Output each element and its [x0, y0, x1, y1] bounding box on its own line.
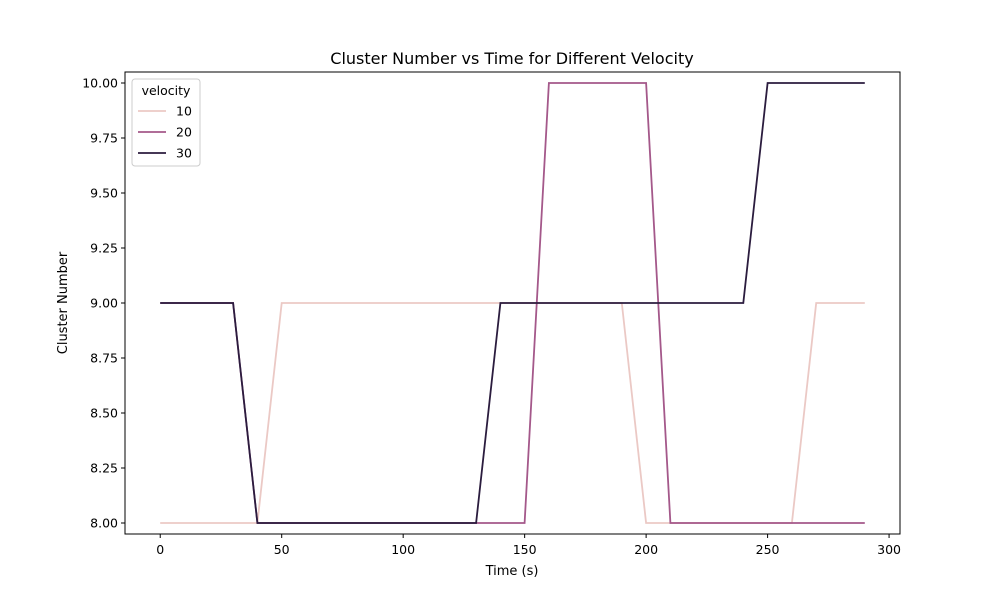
legend-label-10: 10 [176, 104, 192, 119]
x-axis: 0 50 100 150 200 250 300 [156, 534, 901, 557]
y-tick-label: 8.50 [90, 406, 118, 421]
plot-lines [160, 82, 865, 524]
y-tick-label: 10.00 [82, 76, 118, 91]
series-line-30 [160, 82, 865, 524]
chart-title: Cluster Number vs Time for Different Vel… [330, 49, 693, 68]
x-axis-label: Time (s) [485, 564, 539, 579]
y-tick-label: 9.50 [90, 186, 118, 201]
y-tick-label: 9.25 [90, 241, 118, 256]
legend-label-30: 30 [176, 146, 192, 161]
x-tick-label: 0 [156, 542, 164, 557]
x-tick-label: 250 [756, 542, 780, 557]
x-tick-label: 200 [634, 542, 658, 557]
legend-box [131, 78, 201, 167]
y-tick-label: 9.75 [90, 131, 118, 146]
y-axis: 8.00 8.25 8.50 8.75 9.00 9.25 9.50 9.75 10.00 [82, 76, 125, 531]
y-tick-label: 8.75 [90, 351, 118, 366]
legend-label-20: 20 [176, 125, 192, 140]
legend-title: velocity [142, 83, 191, 98]
x-tick-label: 100 [391, 542, 415, 557]
x-tick-label: 300 [877, 542, 901, 557]
y-tick-label: 8.25 [90, 461, 118, 476]
y-tick-label: 9.00 [90, 296, 118, 311]
series-line-10 [160, 302, 865, 524]
x-tick-label: 150 [513, 542, 537, 557]
y-axis-label: Cluster Number [56, 251, 71, 354]
x-tick-label: 50 [274, 542, 290, 557]
y-tick-label: 8.00 [90, 516, 118, 531]
legend: velocity 10 20 30 [131, 78, 201, 167]
